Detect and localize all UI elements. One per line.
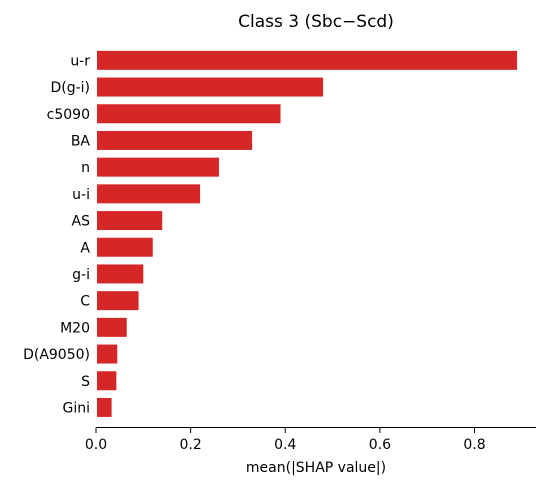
chart-title: Class 3 (Sbc−Scd) xyxy=(238,12,394,32)
category-label-4: n xyxy=(81,160,90,176)
bar-7 xyxy=(97,237,153,257)
category-labels: u-r D(g-i) c5090 BA n u-i AS Ag-i C M20 D(A9050) SG… xyxy=(23,53,90,416)
bar-0 xyxy=(97,50,518,70)
category-label-6: AS xyxy=(72,214,91,230)
category-label-7: A xyxy=(80,240,90,256)
x-tick-label-4: 0.8 xyxy=(463,437,485,453)
x-tick-label-0: 0.0 xyxy=(85,437,107,453)
bar-1 xyxy=(97,77,324,97)
bar-5 xyxy=(97,184,201,204)
category-label-13: Gini xyxy=(62,400,90,416)
category-label-5: u-i xyxy=(72,187,90,203)
x-tick-label-3: 0.6 xyxy=(369,437,391,453)
category-label-0: u-r xyxy=(70,53,90,69)
category-label-2: c5090 xyxy=(47,107,90,123)
category-label-10: M20 xyxy=(60,320,90,336)
category-label-8: g-i xyxy=(72,267,90,283)
bar-11 xyxy=(97,344,118,364)
bar-12 xyxy=(97,371,117,391)
bar-4 xyxy=(97,157,220,177)
bar-13 xyxy=(97,397,112,417)
bars-group xyxy=(97,50,518,417)
bar-3 xyxy=(97,130,253,150)
bar-2 xyxy=(97,104,281,124)
category-label-11: D(A9050) xyxy=(23,347,90,363)
bar-10 xyxy=(97,317,127,337)
bar-9 xyxy=(97,291,139,311)
x-tick-label-1: 0.2 xyxy=(179,437,201,453)
x-axis-label: mean(|SHAP value|) xyxy=(246,460,386,476)
category-label-1: D(g-i) xyxy=(50,80,90,96)
x-ticks: 0.0 0.2 0.4 0.6 0.8 xyxy=(85,427,486,453)
category-label-9: C xyxy=(80,294,90,310)
category-label-12: S xyxy=(81,374,90,390)
bar-8 xyxy=(97,264,144,284)
category-label-3: BA xyxy=(71,133,91,149)
bar-6 xyxy=(97,211,163,231)
x-tick-label-2: 0.4 xyxy=(274,437,296,453)
